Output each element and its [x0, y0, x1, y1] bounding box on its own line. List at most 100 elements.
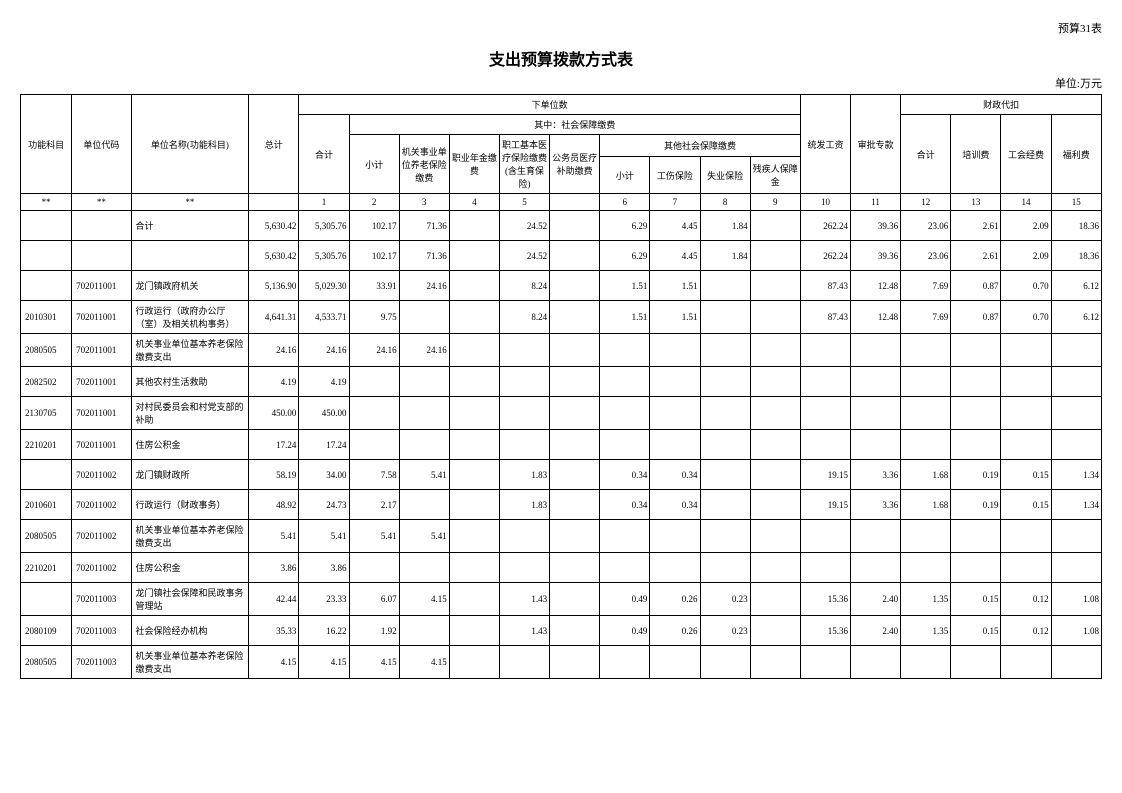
cell — [750, 397, 800, 430]
cell — [700, 460, 750, 490]
table-row: 2080505702011001 机关事业单位基本养老保险缴费支出24.1624… — [21, 334, 1102, 367]
cell: 0.15 — [951, 583, 1001, 616]
table-row: 合计5,630.425,305.76102.1771.3624.526.294.… — [21, 211, 1102, 241]
cell: 0.34 — [650, 460, 700, 490]
cell: 24.16 — [399, 334, 449, 367]
cell: 18.36 — [1051, 241, 1101, 271]
cell: 48.92 — [249, 490, 299, 520]
cell: 1.92 — [349, 616, 399, 646]
cell: 4.15 — [249, 646, 299, 679]
cell: 1.51 — [650, 301, 700, 334]
cell — [750, 301, 800, 334]
cell: 6.29 — [600, 211, 650, 241]
col-num: 12 — [901, 194, 951, 211]
col-num: 6 — [600, 194, 650, 211]
cell — [21, 460, 72, 490]
cell: 87.43 — [800, 271, 850, 301]
cell — [700, 520, 750, 553]
cell: 58.19 — [249, 460, 299, 490]
cell — [399, 301, 449, 334]
cell: 0.12 — [1001, 583, 1051, 616]
cell — [650, 367, 700, 397]
cell — [449, 646, 499, 679]
th-heji: 合计 — [299, 115, 349, 194]
cell — [600, 397, 650, 430]
table-row: 702011003龙门镇社会保障和民政事务管理站42.4423.336.074.… — [21, 583, 1102, 616]
cell — [600, 553, 650, 583]
cell: 24.52 — [499, 211, 549, 241]
cell: 7.58 — [349, 460, 399, 490]
cell: 7.69 — [901, 301, 951, 334]
cell — [700, 367, 750, 397]
cell: 4.19 — [299, 367, 349, 397]
cell — [1051, 430, 1101, 460]
cell — [750, 211, 800, 241]
table-row: 5,630.425,305.76102.1771.3624.526.294.45… — [21, 241, 1102, 271]
cell — [851, 520, 901, 553]
cell: 702011001 — [72, 301, 131, 334]
cell: 4,641.31 — [249, 301, 299, 334]
cell — [1051, 367, 1101, 397]
cell — [851, 646, 901, 679]
cell: 4.45 — [650, 211, 700, 241]
cell — [750, 520, 800, 553]
cell — [399, 490, 449, 520]
cell: 24.16 — [349, 334, 399, 367]
th-training: 培训费 — [951, 115, 1001, 194]
cell — [399, 616, 449, 646]
cell: 3.86 — [249, 553, 299, 583]
table-row: 702011001龙门镇政府机关5,136.905,029.3033.9124.… — [21, 271, 1102, 301]
cell — [750, 553, 800, 583]
cell: 2210201 — [21, 430, 72, 460]
th-xiaoji: 小计 — [349, 135, 399, 194]
cell: 0.15 — [951, 616, 1001, 646]
cell — [700, 430, 750, 460]
col-num: 14 — [1001, 194, 1051, 211]
cell — [800, 334, 850, 367]
cell: 102.17 — [349, 241, 399, 271]
cell — [449, 301, 499, 334]
cell — [951, 397, 1001, 430]
cell: 4.15 — [399, 583, 449, 616]
cell: 4.15 — [299, 646, 349, 679]
cell: 2080505 — [21, 646, 72, 679]
cell: 1.68 — [901, 460, 951, 490]
th-other-social: 其他社会保障缴费 — [600, 135, 801, 157]
cell — [449, 616, 499, 646]
cell — [750, 583, 800, 616]
cell: 19.15 — [800, 490, 850, 520]
cell — [349, 430, 399, 460]
col-num: 11 — [851, 194, 901, 211]
cell: 龙门镇社会保障和民政事务管理站 — [131, 583, 249, 616]
th-disability: 残疾人保障金 — [750, 157, 800, 194]
cell: 39.36 — [851, 241, 901, 271]
cell: 0.34 — [600, 460, 650, 490]
cell: 4.15 — [399, 646, 449, 679]
cell: 1.35 — [901, 583, 951, 616]
cell — [1051, 553, 1101, 583]
cell — [449, 271, 499, 301]
cell — [700, 490, 750, 520]
cell: 2080505 — [21, 520, 72, 553]
cell: 702011001 — [72, 271, 131, 301]
cell — [901, 520, 951, 553]
col-num: 13 — [951, 194, 1001, 211]
cell — [499, 553, 549, 583]
cell: 2.09 — [1001, 241, 1051, 271]
cell: 4,533.71 — [299, 301, 349, 334]
th-injury: 工伤保险 — [650, 157, 700, 194]
col-num: 7 — [650, 194, 700, 211]
cell — [851, 334, 901, 367]
cell — [901, 397, 951, 430]
cell — [550, 301, 600, 334]
cell: 87.43 — [800, 301, 850, 334]
cell — [499, 334, 549, 367]
table-row: 2010301702011001 行政运行（政府办公厅（室）及相关机构事务）4,… — [21, 301, 1102, 334]
cell — [600, 367, 650, 397]
col-num: 8 — [700, 194, 750, 211]
cell: 71.36 — [399, 241, 449, 271]
table-row: 2010601702011002 行政运行（财政事务）48.9224.732.1… — [21, 490, 1102, 520]
cell — [399, 367, 449, 397]
cell: 其他农村生活救助 — [131, 367, 249, 397]
cell: 2.40 — [851, 583, 901, 616]
